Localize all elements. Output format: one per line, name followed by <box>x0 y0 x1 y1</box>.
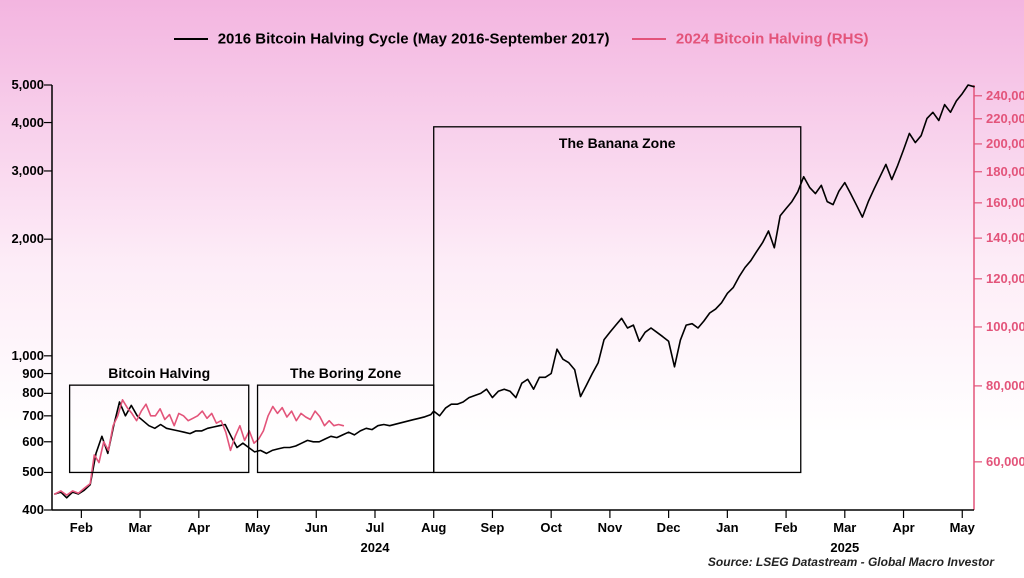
y-left-tick-label: 600 <box>6 434 44 449</box>
y-left-tick-label: 900 <box>6 366 44 381</box>
chart-container: 2016 Bitcoin Halving Cycle (May 2016-Sep… <box>0 0 1024 578</box>
y-left-tick-label: 700 <box>6 408 44 423</box>
y-right-tick-label: 80,000 <box>986 378 1024 393</box>
y-right-tick-label: 160,000 <box>986 195 1024 210</box>
x-tick-label: May <box>950 520 975 535</box>
y-right-tick-label: 60,000 <box>986 454 1024 469</box>
annotation-label-boring_zone: The Boring Zone <box>290 365 401 381</box>
y-right-tick-label: 100,000 <box>986 319 1024 334</box>
y-right-tick-label: 240,000 <box>986 88 1024 103</box>
x-tick-label: Apr <box>188 520 210 535</box>
y-left-tick-label: 800 <box>6 385 44 400</box>
x-tick-label: May <box>245 520 270 535</box>
annotation-box-banana_zone <box>434 127 801 473</box>
y-left-tick-label: 500 <box>6 464 44 479</box>
x-tick-label: Sep <box>481 520 505 535</box>
y-left-tick-label: 1,000 <box>6 348 44 363</box>
y-left-tick-label: 2,000 <box>6 231 44 246</box>
series-2016_cycle <box>55 85 974 498</box>
x-tick-label: Feb <box>70 520 93 535</box>
x-tick-label: Jun <box>305 520 328 535</box>
y-right-tick-label: 180,000 <box>986 164 1024 179</box>
x-tick-label: Jul <box>366 520 385 535</box>
x-tick-label: Nov <box>598 520 623 535</box>
x-tick-label: Oct <box>540 520 562 535</box>
plot-svg <box>0 0 1024 578</box>
x-year-label: 2024 <box>361 540 390 555</box>
x-tick-label: Jan <box>716 520 738 535</box>
y-right-tick-label: 220,000 <box>986 111 1024 126</box>
x-tick-label: Mar <box>129 520 152 535</box>
y-left-tick-label: 3,000 <box>6 163 44 178</box>
source-text: Source: LSEG Datastream - Global Macro I… <box>708 555 994 569</box>
y-left-tick-label: 5,000 <box>6 77 44 92</box>
x-tick-label: Dec <box>657 520 681 535</box>
annotation-label-bitcoin_halving: Bitcoin Halving <box>108 365 210 381</box>
annotation-box-boring_zone <box>258 385 434 472</box>
y-right-tick-label: 120,000 <box>986 271 1024 286</box>
x-tick-label: Apr <box>892 520 914 535</box>
y-left-tick-label: 400 <box>6 502 44 517</box>
y-left-tick-label: 4,000 <box>6 115 44 130</box>
y-right-tick-label: 200,000 <box>986 136 1024 151</box>
x-tick-label: Feb <box>775 520 798 535</box>
x-tick-label: Aug <box>421 520 446 535</box>
x-year-label: 2025 <box>830 540 859 555</box>
x-tick-label: Mar <box>833 520 856 535</box>
y-right-tick-label: 140,000 <box>986 230 1024 245</box>
annotation-label-banana_zone: The Banana Zone <box>559 135 676 151</box>
